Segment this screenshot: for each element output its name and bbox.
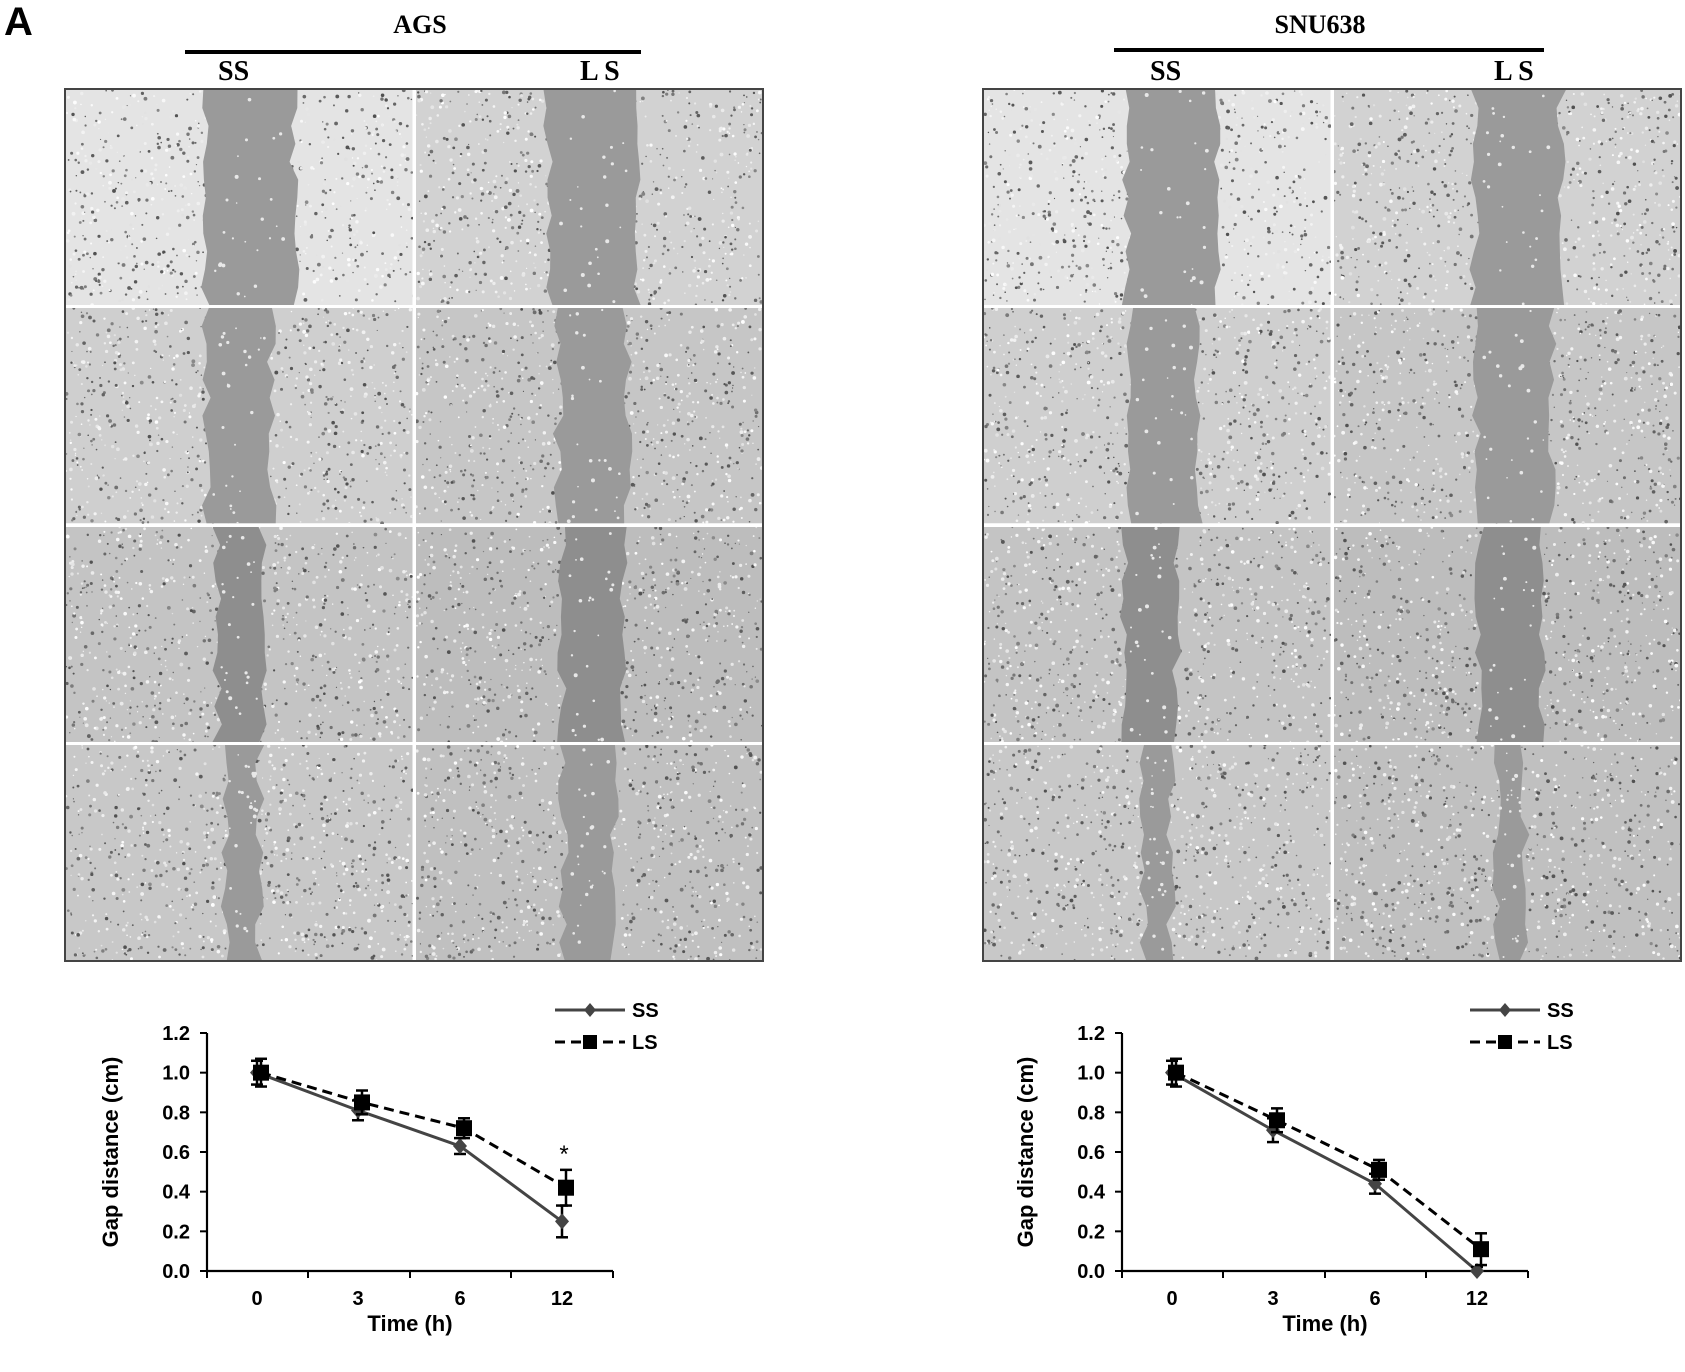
condition-label-right-ss: SS	[1150, 56, 1182, 87]
chart-right-legend-label: SS	[1547, 1000, 1574, 1022]
micrograph-grid-left	[64, 88, 764, 962]
gap-distance-chart-left: 0.0 0.2 0.4 0.6 0.8 1.0 1.2 0 3 6 12 Time (h) Gap di…	[98, 1000, 659, 1336]
micrograph-right-row3-ss	[984, 526, 1331, 742]
chart-left-x-tick-label: 0	[251, 1288, 262, 1310]
chart-left-point-ss	[453, 1138, 467, 1155]
chart-right-point-ls	[1371, 1161, 1387, 1178]
chart-left-point-ls	[354, 1094, 370, 1111]
chart-right-point-ls	[1473, 1241, 1489, 1258]
chart-right-series-ls	[1168, 1057, 1489, 1267]
chart-right-legend: SS LS	[1470, 1000, 1574, 1054]
condition-label-left-ss: SS	[218, 56, 250, 87]
chart-right-y-axis-label: Gap distance (cm)	[1013, 1057, 1038, 1248]
micrograph-right-row4-ss	[984, 744, 1331, 960]
panel-letter: A	[4, 0, 33, 44]
micrograph-right-row1-ls	[1333, 90, 1680, 306]
chart-left-x-tick-label: 12	[551, 1288, 573, 1310]
micrograph-left-row2-ss	[66, 308, 413, 524]
chart-right-x-tick-label: 3	[1267, 1288, 1278, 1310]
micrograph-left-row1-ls	[415, 90, 762, 306]
micrograph-right-row3-ls	[1333, 526, 1680, 742]
chart-right-y-tick-label: 0.8	[1077, 1102, 1105, 1124]
micrograph-right-row2-ls	[1333, 308, 1680, 524]
chart-left-x-tick-label: 3	[352, 1288, 363, 1310]
chart-right-x-tick-label: 0	[1166, 1288, 1177, 1310]
chart-left-y-tick-label: 0.6	[162, 1142, 190, 1164]
gap-distance-chart-right: 0.0 0.2 0.4 0.6 0.8 1.0 1.2 0 3 6 12 Time (h) Gap di…	[1013, 1000, 1574, 1336]
micrograph-left-row4-ls	[415, 744, 762, 960]
condition-label-left-ls: L S	[580, 56, 620, 87]
chart-right-line-ls	[1175, 1071, 1482, 1251]
chart-left-axes: 0.0 0.2 0.4 0.6 0.8 1.0 1.2 0 3 6 12 Time (h) Gap di…	[98, 1000, 659, 1336]
micrograph-right-row1-ss	[984, 90, 1331, 306]
cell-line-bar-left	[185, 50, 641, 54]
chart-right-y-tick-label: 0.4	[1077, 1182, 1106, 1204]
chart-right-x-tick-label: 6	[1369, 1288, 1380, 1310]
cell-line-title-left: AGS	[393, 10, 447, 39]
chart-left-line-ls	[260, 1071, 567, 1189]
chart-right-x-axis-label: Time (h)	[1282, 1311, 1367, 1336]
cell-line-bar-right	[1114, 48, 1544, 52]
chart-left-line-ss	[256, 1071, 563, 1223]
chart-left-significance-marker: *	[559, 1141, 568, 1168]
chart-left-legend-label: LS	[632, 1032, 658, 1054]
micrograph-right-row2-ss	[984, 308, 1331, 524]
chart-right-legend-marker	[1498, 1035, 1512, 1049]
condition-label-right-ls: L S	[1494, 56, 1534, 87]
chart-right-point-ls	[1269, 1112, 1285, 1129]
chart-left-y-tick-label: 0.8	[162, 1102, 190, 1124]
chart-left-y-tick-label: 0.4	[162, 1182, 191, 1204]
chart-right-y-tick-label: 1.2	[1077, 1023, 1105, 1045]
chart-right-series-ss	[1165, 1059, 1484, 1279]
chart-left-legend-marker	[584, 1003, 596, 1017]
chart-right-y-tick-label: 1.0	[1077, 1063, 1105, 1085]
chart-left-point-ss	[555, 1213, 569, 1230]
micrograph-left-row2-ls	[415, 308, 762, 524]
chart-left-y-tick-label: 1.2	[162, 1023, 190, 1045]
cell-line-title-right: SNU638	[1274, 10, 1366, 39]
chart-left-series-ls	[253, 1057, 574, 1207]
chart-left-y-tick-label: 0.2	[162, 1221, 190, 1243]
chart-left-legend-marker	[583, 1035, 597, 1049]
micrograph-left-row4-ss	[66, 744, 413, 960]
chart-right-line-ss	[1171, 1071, 1478, 1273]
chart-left-legend-label: SS	[632, 1000, 659, 1022]
chart-right-axes: 0.0 0.2 0.4 0.6 0.8 1.0 1.2 0 3 6 12 Time (h) Gap di…	[1013, 1000, 1574, 1336]
chart-right-point-ss	[1470, 1263, 1484, 1279]
chart-left-y-axis-label: Gap distance (cm)	[98, 1057, 123, 1248]
chart-left-y-tick-label: 1.0	[162, 1063, 190, 1085]
chart-right-y-tick-label: 0.6	[1077, 1142, 1105, 1164]
chart-left-point-ls	[253, 1064, 269, 1081]
chart-left-point-ls	[456, 1120, 472, 1137]
chart-left-series-ss	[250, 1059, 569, 1239]
chart-left-x-axis-label: Time (h)	[367, 1311, 452, 1336]
chart-right-legend-label: LS	[1547, 1032, 1573, 1054]
chart-right-y-tick-label: 0.2	[1077, 1221, 1105, 1243]
micrograph-left-row3-ss	[66, 526, 413, 742]
micrograph-left-row3-ls	[415, 526, 762, 742]
chart-right-point-ls	[1168, 1064, 1184, 1081]
chart-right-y-tick-label: 0.0	[1077, 1261, 1105, 1283]
chart-left-legend: SS LS	[555, 1000, 659, 1054]
micrograph-right-row4-ls	[1333, 744, 1680, 960]
micrograph-grid-right	[982, 88, 1682, 962]
chart-right-legend-marker	[1499, 1003, 1511, 1017]
chart-left-y-tick-label: 0.0	[162, 1261, 190, 1283]
chart-left-point-ls	[558, 1179, 574, 1196]
chart-right-x-tick-label: 12	[1466, 1288, 1488, 1310]
chart-left-x-tick-label: 6	[454, 1288, 465, 1310]
micrograph-left-row1-ss	[66, 90, 413, 306]
